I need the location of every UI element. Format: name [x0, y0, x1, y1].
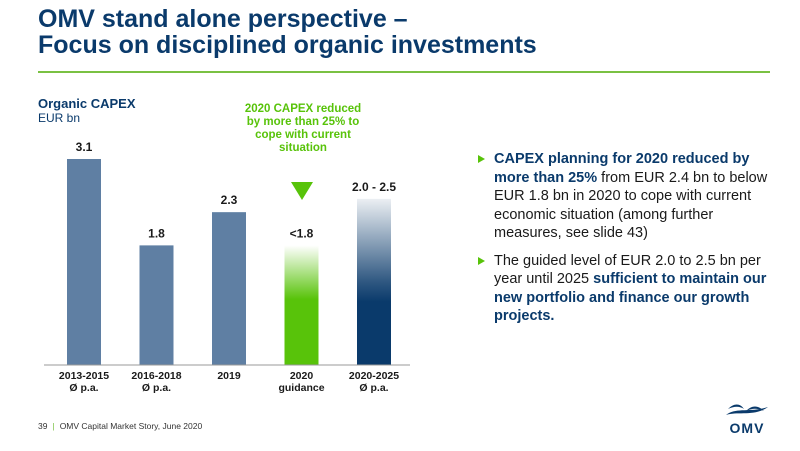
bullet-1-highlight: CAPEX planning for 2020 reduced by more … [494, 151, 750, 186]
x-tick-label: Ø p.a. [142, 382, 171, 394]
callout-text: 2020 CAPEX reduced by more than 25% to c… [244, 103, 362, 154]
bar-2016-2018 [139, 245, 174, 365]
x-tick-label: guidance [278, 382, 324, 394]
slide-title-line1: OMV stand alone perspective – [38, 5, 408, 33]
footer-separator: | [52, 421, 55, 431]
bar-2013-2015 [67, 159, 101, 365]
bullet-list: CAPEX planning for 2020 reduced by more … [478, 150, 778, 335]
footer: 39 | OMV Capital Market Story, June 2020 [38, 421, 202, 431]
bullet-1-text: from EUR 2.4 bn to below EUR 1.8 bn in 2… [494, 169, 768, 242]
data-label: 3.1 [76, 140, 93, 154]
footer-text: OMV Capital Market Story, June 2020 [59, 421, 203, 431]
x-tick-label: 2013-2015 [59, 370, 109, 382]
omv-logo-text: OMV [729, 420, 765, 436]
data-label: 2.0 - 2.5 [352, 180, 396, 194]
bar-2019 [212, 212, 246, 365]
omv-logo-icon [726, 404, 768, 415]
bar-2020-2025 [357, 198, 391, 365]
x-tick-label: 2019 [217, 370, 241, 382]
triangle-bullet-icon [478, 256, 485, 265]
x-tick-label: 2020 [290, 370, 314, 382]
data-label: 1.8 [148, 226, 165, 240]
slide-title-line2: Focus on disciplined organic investments [38, 31, 537, 59]
bullet-2-highlight: sufficient to maintain our new portfolio… [494, 271, 767, 324]
chart-title: Organic CAPEX [38, 96, 136, 111]
data-label: 2.3 [221, 193, 238, 207]
triangle-bullet-icon [478, 155, 485, 163]
slide-title: OMV stand alone perspective – Focus on d… [38, 6, 537, 58]
x-tick-label: 2020-2025 [349, 370, 399, 382]
page-number: 39 [38, 421, 48, 431]
x-tick-label: 2016-2018 [131, 370, 181, 382]
data-label: <1.8 [290, 226, 314, 240]
bar-2020 [284, 245, 319, 365]
x-tick-label: Ø p.a. [359, 382, 388, 394]
title-divider [38, 71, 770, 73]
bullet-item-2: The guided level of EUR 2.0 to 2.5 bn pe… [478, 252, 778, 326]
bullet-2-text: The guided level of EUR 2.0 to 2.5 bn pe… [494, 252, 761, 288]
down-arrow-icon [291, 182, 313, 200]
x-tick-label: Ø p.a. [69, 382, 98, 394]
chart-unit-label: EUR bn [38, 111, 81, 125]
bullet-item-1: CAPEX planning for 2020 reduced by more … [478, 150, 778, 243]
